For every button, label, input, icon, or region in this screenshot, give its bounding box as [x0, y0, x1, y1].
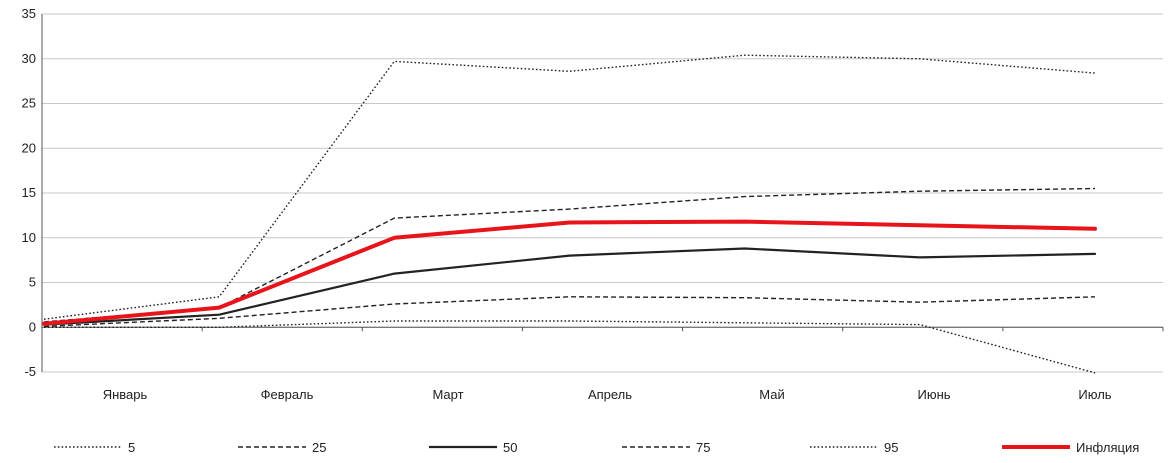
legend-label: Инфляция [1076, 439, 1140, 455]
line-chart: -5 0 5 10 15 20 25 30 35 Январь Февраль Март Апрель М… [22, 6, 1164, 402]
axes [41, 14, 1164, 372]
legend-swatch [1002, 445, 1070, 449]
legend-swatch [810, 446, 878, 448]
legend-item: Инфляция [1000, 432, 1139, 462]
legend-item: 75 [620, 432, 710, 462]
legend-item: 5 [52, 432, 135, 462]
series-lines [42, 54, 1097, 374]
y-tick-label: 15 [22, 185, 36, 200]
legend-item: 25 [236, 432, 326, 462]
tick-labels: -5 0 5 10 15 20 25 30 35 Январь Февраль Март Апрель М… [22, 6, 1112, 402]
y-tick-label: 35 [22, 6, 36, 21]
legend-item: 50 [427, 432, 517, 462]
y-tick-label: 0 [29, 319, 36, 334]
legend-swatch [622, 446, 690, 448]
legend-swatch [54, 446, 122, 448]
legend-label: 75 [696, 439, 711, 455]
y-tick-label: 20 [22, 140, 36, 155]
legend-label: 25 [312, 439, 327, 455]
y-tick-label: 5 [29, 275, 36, 290]
legend-item: 95 [808, 432, 898, 462]
y-tick-label: 10 [22, 230, 36, 245]
x-tick-label: Февраль [261, 387, 314, 402]
legend-swatch [429, 445, 497, 449]
x-tick-label: Март [432, 387, 463, 402]
x-tick-label: Май [759, 387, 784, 402]
series-line-p50 [42, 247, 1097, 326]
y-tick-label: 30 [22, 51, 36, 66]
y-tick-label: 25 [22, 96, 36, 111]
grid-lines [42, 13, 1163, 373]
legend: 5 25 50 75 95 Инфляция [0, 432, 1171, 462]
series-line-inflation [42, 219, 1097, 326]
x-tick-label: Июль [1078, 387, 1111, 402]
series-line-p5 [44, 320, 1096, 374]
x-tick-label: Апрель [588, 387, 632, 402]
series-line-p25 [43, 296, 1096, 328]
series-line-p75 [43, 187, 1096, 323]
legend-label: 50 [503, 439, 518, 455]
y-tick-label: -5 [24, 364, 36, 379]
legend-label: 95 [884, 439, 899, 455]
x-tick-label: Январь [103, 387, 148, 402]
legend-swatch [238, 446, 306, 448]
series-line-p95 [43, 54, 1096, 320]
legend-label: 5 [128, 439, 136, 455]
x-tick-label: Июнь [917, 387, 950, 402]
